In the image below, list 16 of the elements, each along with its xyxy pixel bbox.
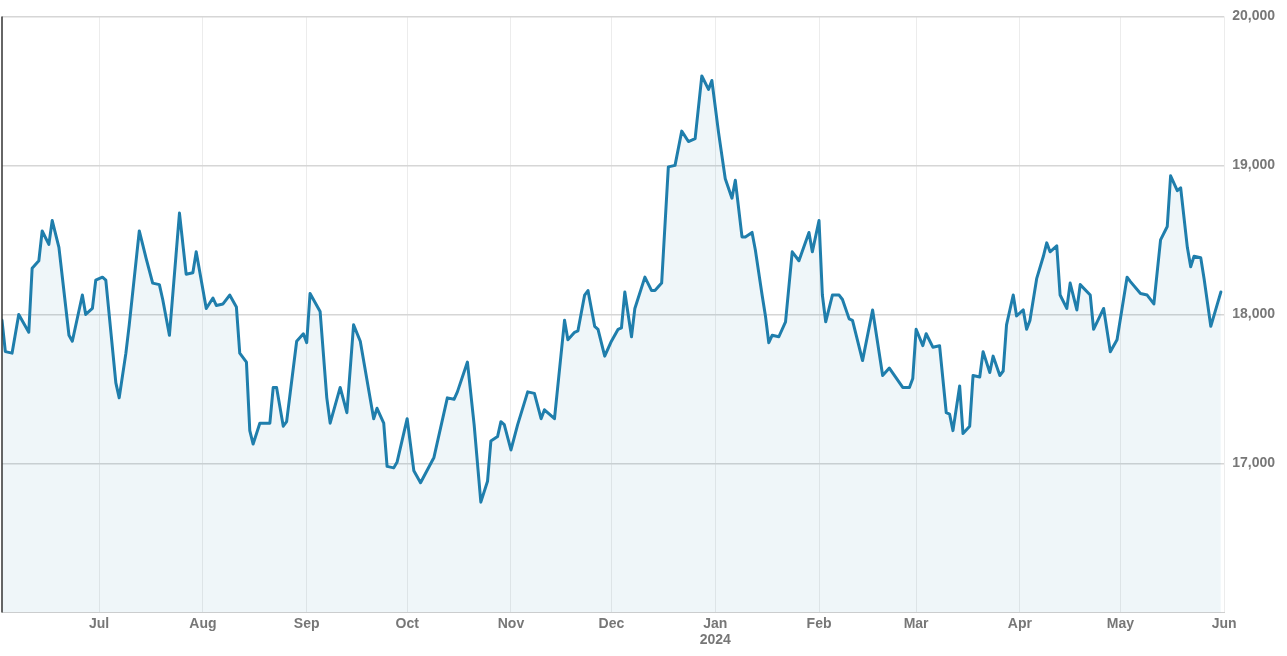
x-tick-label: Sep (293, 614, 320, 631)
x-tick-label: Aug (189, 614, 217, 631)
x-tick-label: Jan 2024 (699, 614, 731, 648)
x-tick-label: May (1106, 614, 1135, 631)
x-tick-label: Nov (497, 614, 525, 631)
x-tick-label: Jun (1211, 614, 1237, 631)
x-tick-label: Mar (903, 614, 930, 631)
y-tick-label: 19,000 (1232, 156, 1276, 173)
y-tick-label: 17,000 (1232, 454, 1276, 471)
y-tick-label: 18,000 (1232, 305, 1276, 322)
x-tick-label: Dec (598, 614, 625, 631)
x-tick-label: Oct (395, 614, 420, 631)
x-tick-label: Feb (806, 614, 832, 631)
x-tick-label: Jul (88, 614, 110, 631)
y-tick-label: 20,000 (1232, 7, 1276, 24)
x-tick-label: Apr (1007, 614, 1033, 631)
